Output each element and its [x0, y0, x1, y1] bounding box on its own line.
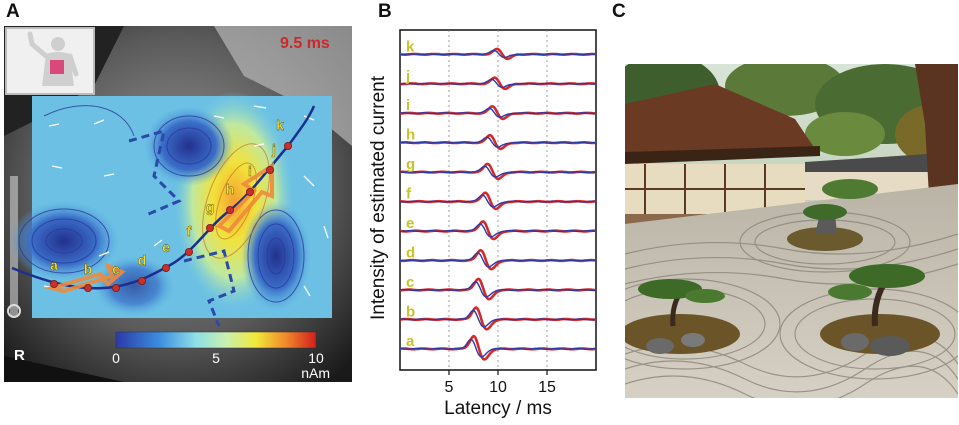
grid-lines — [448, 30, 548, 370]
trace-blue-g — [399, 165, 595, 178]
trace-blue-f — [399, 194, 595, 208]
colorbar-unit: nAm — [301, 365, 330, 381]
x-tick-label-5: 5 — [445, 379, 454, 396]
y-axis-label: Intensity of estimated current — [370, 75, 389, 320]
path-point-label-b: b — [84, 261, 93, 277]
temple-building — [625, 64, 958, 234]
path-point-a — [50, 279, 59, 288]
trace-blue-k — [399, 49, 596, 59]
path-point-h — [225, 205, 234, 214]
trace-blue-j — [399, 78, 595, 88]
trace-blue-b — [399, 309, 596, 328]
panel-c-letter: C — [612, 1, 626, 22]
panel-b-letter: B — [378, 1, 392, 22]
moss-island-right — [820, 264, 940, 356]
path-point-e — [161, 263, 170, 272]
trace-label-j: j — [405, 68, 410, 85]
trace-blue-i — [399, 107, 596, 118]
path-point-label-h: h — [226, 181, 235, 197]
traces — [399, 47, 596, 361]
trace-label-g: g — [406, 156, 415, 173]
path-point-label-d: d — [138, 252, 147, 268]
trace-label-a: a — [406, 333, 415, 350]
path-point-label-a: a — [50, 257, 58, 273]
path-point-label-i: i — [248, 163, 252, 179]
vector-arrows — [43, 105, 329, 297]
path-point-label-k: k — [276, 117, 284, 133]
trace-label-c: c — [406, 274, 414, 291]
x-axis-label: Latency / ms — [444, 398, 552, 419]
trace-label-d: d — [406, 244, 415, 261]
colorbar-tick-mid: 5 — [212, 350, 220, 366]
current-density-map — [9, 91, 332, 327]
path-point-i — [245, 187, 254, 196]
trace-blue-d — [399, 252, 595, 268]
path-point-d — [137, 276, 146, 285]
zen-garden-illustration — [625, 64, 958, 398]
body-inset — [5, 27, 95, 95]
x-ticks: 5 10 15 — [445, 370, 556, 396]
trace-label-i: i — [406, 97, 410, 114]
waveform-chart: Intensity of estimated current kjihgfedc… — [368, 29, 597, 419]
trace-label-h: h — [406, 127, 415, 144]
trace-label-b: b — [406, 303, 415, 320]
path-point-label-j: j — [271, 141, 276, 157]
trace-label-f: f — [406, 186, 412, 203]
trace-blue-a — [399, 338, 596, 358]
trace-blue-h — [400, 136, 596, 148]
x-tick-label-15: 15 — [538, 379, 556, 396]
panel-c-zen-garden-image — [625, 64, 958, 398]
panel-a-letter: A — [6, 1, 20, 22]
path-point-f — [184, 247, 193, 256]
moss-island-left — [625, 279, 740, 354]
colorbar-tick-min: 0 — [112, 350, 120, 366]
x-tick-label-10: 10 — [489, 379, 507, 396]
side-label: R — [14, 347, 25, 364]
path-point-b — [84, 283, 93, 292]
path-point-g — [205, 223, 214, 232]
rake-patterns — [625, 211, 958, 398]
trace-blue-e — [400, 223, 596, 238]
trace-label-k: k — [406, 38, 415, 55]
path-point-k — [283, 142, 292, 151]
path-point-c — [112, 283, 121, 292]
path-point-label-f: f — [187, 223, 192, 239]
colorbar-tick-max: 10 — [308, 350, 324, 366]
moss-island-center — [787, 179, 878, 251]
time-label: 9.5 ms — [280, 35, 330, 52]
path-point-label-c: c — [112, 261, 120, 277]
trace-label-e: e — [406, 215, 414, 232]
colorbar: 0 5 10 nAm — [112, 331, 330, 381]
path-point-label-g: g — [206, 199, 215, 215]
path-point-j — [265, 165, 274, 174]
path-point-label-e: e — [162, 239, 170, 255]
trace-blue-c — [399, 280, 596, 298]
